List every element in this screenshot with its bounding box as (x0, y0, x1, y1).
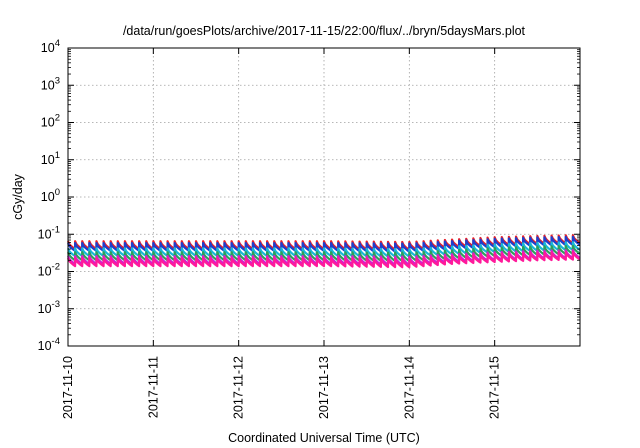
grid-lines (68, 48, 580, 346)
y-tick-label: 10-3 (38, 299, 60, 316)
chart-title: /data/run/goesPlots/archive/2017-11-15/2… (123, 24, 526, 38)
series-line-5 (66, 250, 581, 269)
x-tick-label: 2017-11-14 (402, 356, 416, 419)
series-layer (66, 234, 581, 269)
y-tick-label: 103 (41, 75, 60, 92)
y-tick-label: 10-1 (38, 224, 60, 241)
x-tick-label: 2017-11-11 (146, 356, 160, 418)
y-tick-label: 102 (41, 113, 60, 130)
y-tick-label: 10-2 (38, 262, 60, 279)
x-tick-label: 2017-11-13 (317, 356, 331, 419)
x-tick-label: 2017-11-10 (61, 356, 75, 419)
x-axis-label: Coordinated Universal Time (UTC) (228, 431, 420, 445)
y-axis-tick-labels: 10-4 10-3 10-2 10-1 100 101 102 103 104 (38, 38, 60, 353)
y-tick-label: 104 (41, 38, 60, 55)
y-tick-label: 10-4 (38, 336, 60, 353)
axis-ticks (67, 47, 580, 347)
x-tick-label: 2017-11-15 (488, 356, 502, 419)
y-axis-label: cGy/day (11, 173, 25, 220)
x-axis-tick-labels: 2017-11-10 2017-11-11 2017-11-12 2017-11-13… (61, 356, 502, 419)
y-tick-label: 101 (41, 150, 60, 167)
x-tick-label: 2017-11-12 (232, 356, 246, 419)
y-tick-label: 100 (41, 187, 60, 204)
